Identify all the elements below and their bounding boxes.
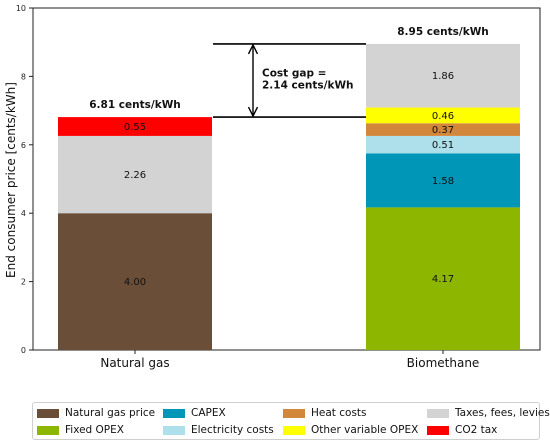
bar-total-label: 8.95 cents/kWh xyxy=(397,26,489,38)
legend-label: Heat costs xyxy=(311,407,367,419)
plot-frame xyxy=(32,7,541,351)
data-label: 0.37 xyxy=(432,125,454,136)
bar-segment-electricity xyxy=(366,135,520,154)
legend-label: CO2 tax xyxy=(455,424,498,436)
x-tick-label: Natural gas xyxy=(100,356,169,370)
legend-label: Natural gas price xyxy=(65,407,156,419)
legend-swatch xyxy=(427,408,449,418)
data-label: 4.00 xyxy=(124,277,146,288)
bar-segment-other-var-opex xyxy=(366,107,520,124)
y-tick-label: 0 xyxy=(21,346,26,355)
bar-segment-co2-tax xyxy=(58,117,212,136)
bar-segment-taxes xyxy=(58,135,212,214)
legend-item-capex: CAPEX xyxy=(163,405,226,421)
y-tick-label: 8 xyxy=(21,72,26,81)
data-label: 2.26 xyxy=(124,170,146,181)
y-tick-label: 4 xyxy=(21,209,26,218)
data-label: 1.86 xyxy=(432,71,454,82)
gap-annotation-text: 2.14 cents/kWh xyxy=(262,80,354,92)
legend-label: Electricity costs xyxy=(191,424,274,436)
gap-annotation-text: Cost gap = xyxy=(262,68,326,80)
bar-segment-taxes xyxy=(366,43,520,108)
x-tick-label: Biomethane xyxy=(407,356,480,370)
bar-total-label: 6.81 cents/kWh xyxy=(89,99,181,111)
legend-swatch xyxy=(37,408,59,418)
legend-swatch xyxy=(283,408,305,418)
legend-label: CAPEX xyxy=(191,407,226,419)
legend-item-natural-gas-price: Natural gas price xyxy=(37,405,155,421)
stacked-bar-chart: 0 2 4 6 8 10 4.00 2.26 0.55 Natural gas 6.81 cents… xyxy=(4,4,541,370)
bar-segment-capex xyxy=(366,153,520,208)
legend-swatch xyxy=(37,425,59,435)
bar-segment-fixed-opex xyxy=(366,207,520,350)
bar-segment-natural-gas-price xyxy=(58,213,212,350)
legend-swatch xyxy=(163,425,185,435)
legend-item-electricity: Electricity costs xyxy=(163,422,274,438)
legend-label: Other variable OPEX xyxy=(311,424,419,436)
gap-arrow-head-up xyxy=(247,43,259,55)
legend-swatch xyxy=(163,408,185,418)
bar-segment-heat xyxy=(366,123,520,136)
y-tick-label: 6 xyxy=(21,141,26,150)
legend-swatch xyxy=(283,425,305,435)
data-label: 0.46 xyxy=(432,111,454,122)
legend-item-other-var-opex: Other variable OPEX xyxy=(283,422,418,438)
data-label: 4.17 xyxy=(432,274,454,285)
data-label: 1.58 xyxy=(432,176,454,187)
legend-item-co2-tax: CO2 tax xyxy=(427,422,497,438)
plot-area: 0 2 4 6 8 10 4.00 2.26 0.55 Natural gas 6.81 cents… xyxy=(16,4,541,370)
y-tick-label: 10 xyxy=(16,4,26,13)
chart-legend: Natural gas price CAPEX Heat costs Taxes, f… xyxy=(32,402,550,440)
legend-label: Fixed OPEX xyxy=(65,424,124,436)
data-label: 0.55 xyxy=(124,122,146,133)
legend-item-fixed-opex: Fixed OPEX xyxy=(37,422,124,438)
legend-item-taxes: Taxes, fees, levies xyxy=(427,405,550,421)
y-axis-label: End consumer price [cents/kWh] xyxy=(4,82,18,278)
legend-item-heat: Heat costs xyxy=(283,405,367,421)
legend-swatch xyxy=(427,425,449,435)
y-tick-label: 2 xyxy=(21,278,26,287)
data-label: 0.51 xyxy=(432,140,454,151)
gap-arrow-head-down xyxy=(247,106,259,118)
legend-label: Taxes, fees, levies xyxy=(455,407,550,419)
